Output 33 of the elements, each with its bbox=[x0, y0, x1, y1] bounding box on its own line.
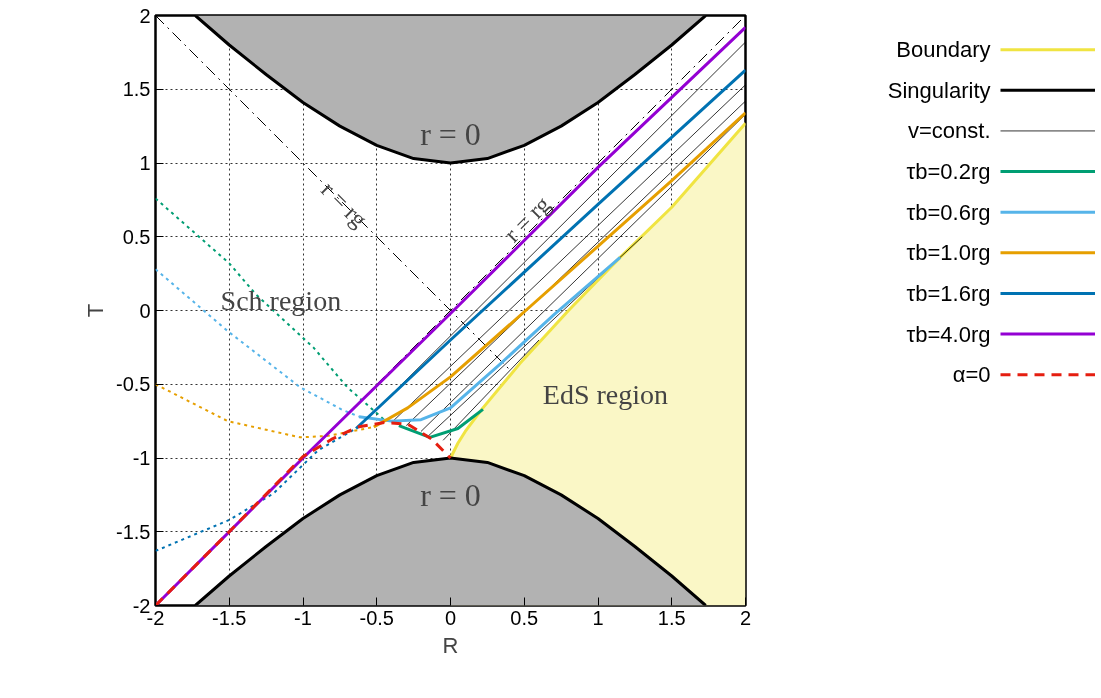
x-tick-label: 0 bbox=[444, 606, 457, 629]
legend-label: τb=1.0rg bbox=[906, 240, 991, 266]
x-tick-label: -1.5 bbox=[212, 606, 247, 629]
x-tick-label: 1.5 bbox=[657, 606, 686, 629]
annotation: EdS region bbox=[542, 379, 668, 411]
legend-label: Boundary bbox=[896, 37, 991, 63]
legend-label: τb=0.6rg bbox=[906, 199, 991, 225]
x-tick-label: -0.5 bbox=[359, 606, 394, 629]
y-tick-label: -1.5 bbox=[116, 520, 151, 543]
x-tick-label: -1 bbox=[294, 606, 312, 629]
legend-label: τb=4.0rg bbox=[906, 321, 991, 347]
x-tick-label: 0.5 bbox=[510, 606, 539, 629]
annotation: Sch region bbox=[220, 284, 342, 316]
x-axis-title: R bbox=[442, 632, 459, 658]
legend-label: τb=1.6rg bbox=[906, 280, 991, 306]
x-tick-label: 1 bbox=[592, 606, 604, 629]
legend-label: α=0 bbox=[952, 362, 991, 388]
y-tick-label: -0.5 bbox=[116, 373, 151, 396]
annotation: r = 0 bbox=[420, 476, 481, 513]
y-tick-label: -1 bbox=[132, 447, 151, 469]
x-tick-label: 2 bbox=[739, 606, 752, 629]
annotation: r = 0 bbox=[420, 115, 481, 152]
legend-label: v=const. bbox=[907, 118, 991, 144]
y-axis-title: T bbox=[83, 303, 109, 318]
y-tick-label: 2 bbox=[139, 4, 151, 27]
annotation: r = rg bbox=[316, 176, 373, 233]
y-tick-label: 1.5 bbox=[122, 78, 151, 101]
y-tick-label: 1 bbox=[139, 152, 151, 174]
annotation: r = rg bbox=[499, 191, 556, 248]
legend-label: τb=0.2rg bbox=[906, 159, 991, 185]
y-tick-label: 0.5 bbox=[122, 225, 151, 248]
y-tick-label: 0 bbox=[139, 299, 151, 322]
legend-label: Singularity bbox=[887, 77, 991, 103]
